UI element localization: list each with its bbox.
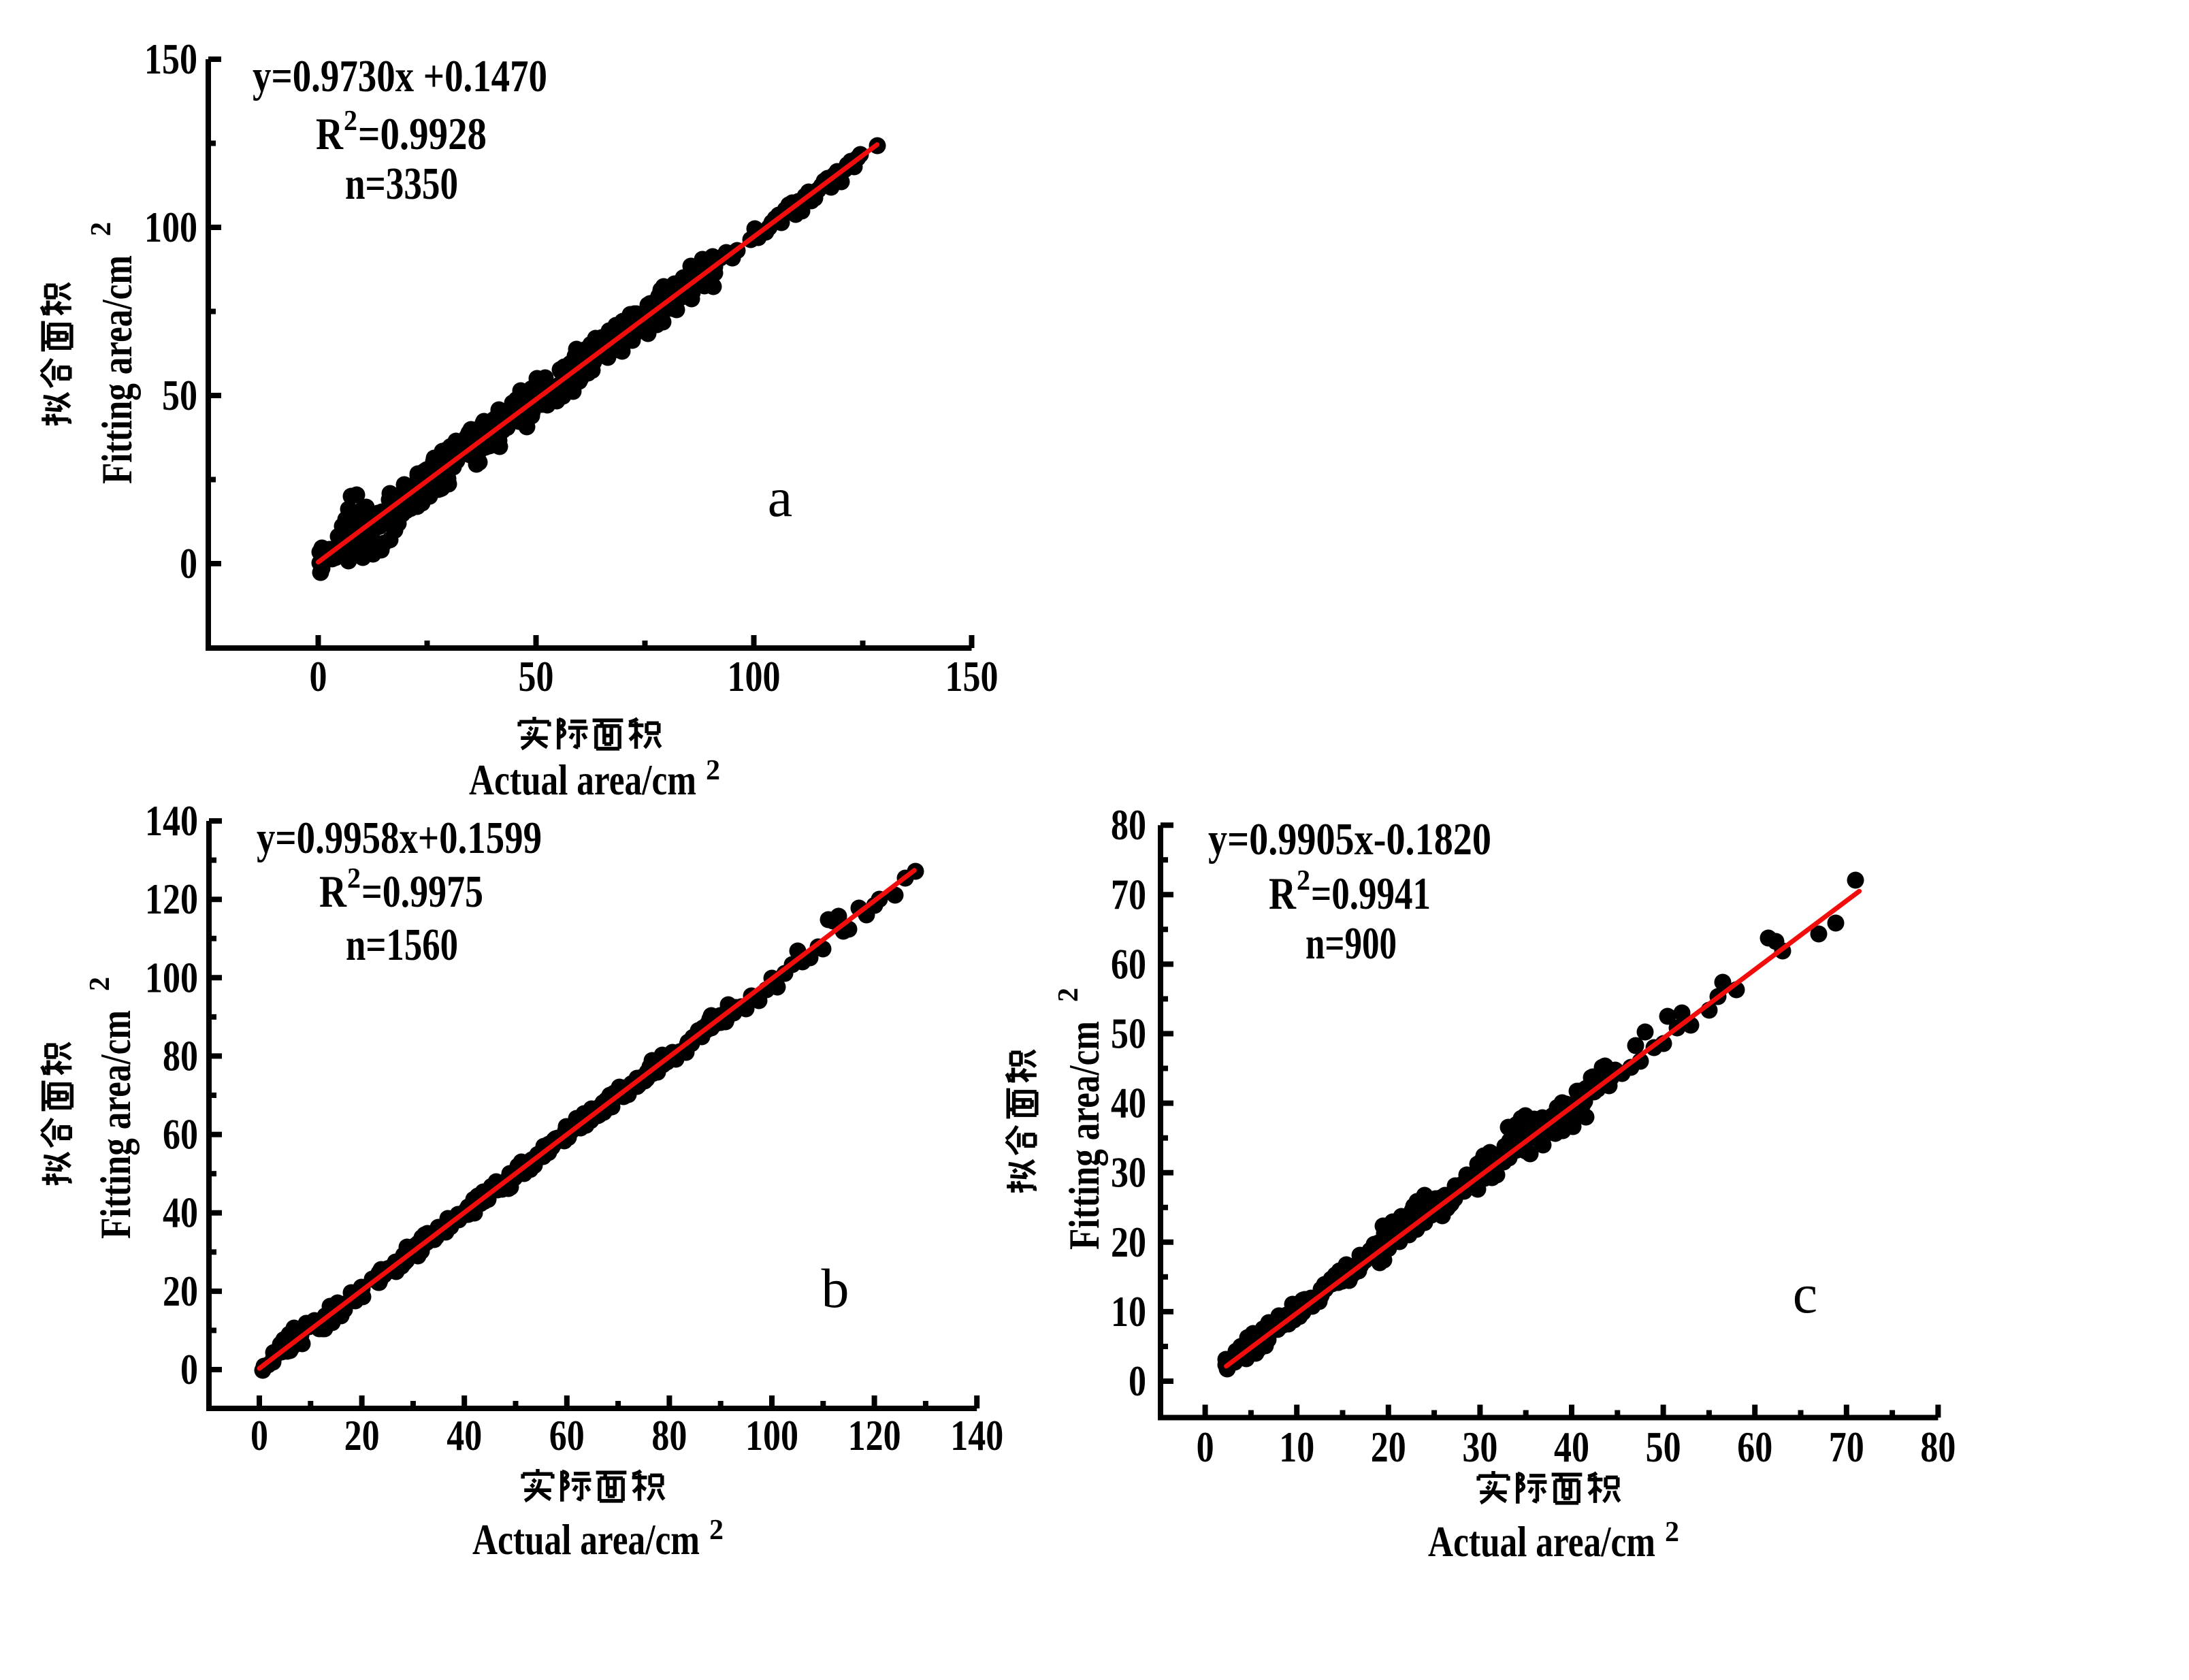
svg-text:2: 2 [344,106,357,137]
svg-text:70: 70 [1111,871,1146,918]
svg-text:40: 40 [163,1189,198,1237]
svg-text:100: 100 [728,653,781,700]
svg-text:0: 0 [1197,1423,1214,1471]
svg-text:0: 0 [180,540,197,587]
svg-text:100: 100 [144,204,197,251]
svg-text:20: 20 [344,1412,380,1459]
svg-text:=0.9941: =0.9941 [1311,869,1431,919]
svg-text:n=900: n=900 [1306,918,1397,969]
svg-text:0: 0 [1129,1357,1146,1405]
svg-text:y=0.9958x+0.1599: y=0.9958x+0.1599 [257,813,542,863]
svg-text:2: 2 [347,863,361,894]
svg-text:2: 2 [706,755,720,786]
svg-text:20: 20 [1371,1423,1406,1471]
svg-text:60: 60 [163,1111,198,1159]
svg-text:10: 10 [1279,1423,1314,1471]
svg-text:Fitting area/cm: Fitting area/cm [93,255,141,484]
svg-text:50: 50 [519,653,554,700]
svg-text:n=1560: n=1560 [346,920,458,970]
svg-text:2: 2 [709,1515,724,1546]
svg-text:40: 40 [1554,1423,1589,1471]
svg-text:50: 50 [1111,1010,1146,1058]
svg-text:140: 140 [950,1412,1003,1459]
svg-text:80: 80 [163,1032,198,1080]
svg-text:2: 2 [1297,865,1310,896]
svg-text:=0.9975: =0.9975 [361,867,483,917]
svg-text:Actual area/cm: Actual area/cm [469,756,696,804]
svg-text:c: c [1793,1263,1817,1325]
svg-text:120: 120 [145,875,198,923]
svg-text:140: 140 [145,797,198,845]
svg-text:0: 0 [310,653,327,700]
svg-text:R: R [319,867,347,917]
svg-text:2: 2 [1665,1517,1679,1548]
svg-text:120: 120 [848,1412,901,1459]
svg-text:80: 80 [651,1412,687,1459]
svg-text:Fitting area/cm: Fitting area/cm [91,1010,140,1239]
svg-text:Actual area/cm: Actual area/cm [472,1515,700,1564]
svg-text:60: 60 [1737,1423,1772,1471]
svg-text:20: 20 [163,1267,198,1315]
svg-text:30: 30 [1111,1149,1146,1197]
svg-text:2: 2 [1053,988,1084,1002]
svg-text:y=0.9905x-0.1820: y=0.9905x-0.1820 [1208,814,1491,865]
svg-text:80: 80 [1920,1423,1956,1471]
svg-text:R: R [316,109,344,159]
svg-text:Actual area/cm: Actual area/cm [1428,1517,1655,1566]
svg-text:Fitting area/cm: Fitting area/cm [1060,1021,1108,1250]
svg-text:a: a [768,466,792,528]
svg-text:150: 150 [945,653,999,700]
svg-text:50: 50 [162,372,197,419]
svg-text:70: 70 [1829,1423,1864,1471]
svg-text:100: 100 [145,954,198,1001]
svg-text:2: 2 [84,977,116,991]
svg-text:2: 2 [86,222,117,236]
svg-text:10: 10 [1111,1288,1146,1336]
svg-text:40: 40 [447,1412,482,1459]
svg-text:100: 100 [745,1412,798,1459]
svg-text:80: 80 [1111,801,1146,849]
svg-text:b: b [822,1257,849,1319]
svg-text:60: 60 [1111,940,1146,988]
svg-text:=0.9928: =0.9928 [358,109,487,159]
svg-text:20: 20 [1111,1218,1146,1266]
svg-text:150: 150 [144,35,197,83]
svg-text:0: 0 [180,1346,198,1393]
svg-text:n=3350: n=3350 [345,159,458,209]
svg-text:30: 30 [1462,1423,1497,1471]
svg-text:40: 40 [1111,1080,1146,1127]
svg-text:0: 0 [250,1412,268,1459]
svg-text:y=0.9730x +0.1470: y=0.9730x +0.1470 [253,51,547,101]
svg-text:R: R [1269,869,1297,919]
svg-text:50: 50 [1646,1423,1681,1471]
svg-text:60: 60 [549,1412,585,1459]
